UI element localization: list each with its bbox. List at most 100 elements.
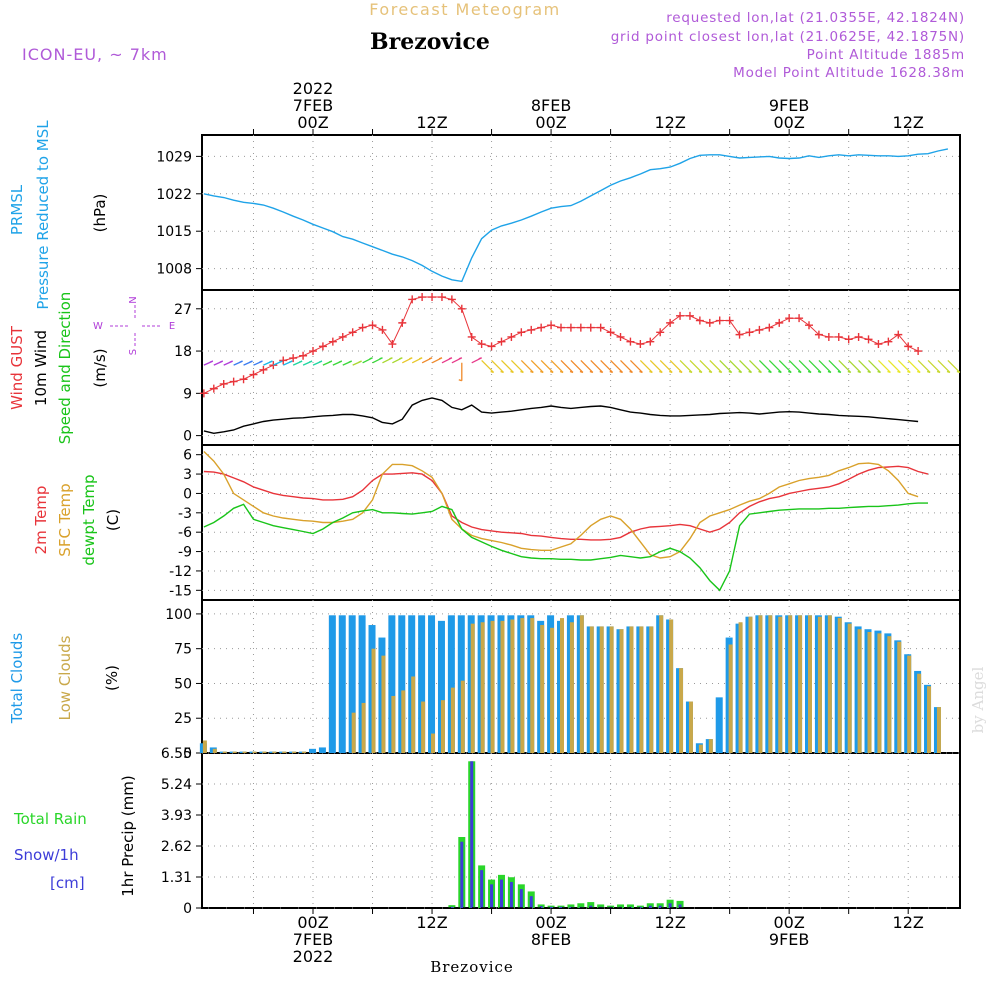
y-tick-label: -6	[178, 525, 192, 541]
gust-marker	[636, 340, 645, 349]
compass-cross	[110, 305, 160, 347]
bottom-time-label: 00Z	[297, 913, 328, 932]
gust-marker	[775, 318, 784, 327]
wind-direction-arrow	[431, 357, 443, 364]
low-cloud-bar	[788, 615, 793, 753]
gust-marker	[437, 293, 446, 302]
low-cloud-bar	[560, 618, 564, 753]
low-cloud-bar	[609, 626, 614, 753]
gust-marker	[795, 314, 804, 323]
wind-direction-arrow	[768, 359, 782, 374]
y-tick-label: 0	[183, 486, 192, 502]
wind-direction-arrow	[620, 359, 633, 374]
wind-direction-arrow	[788, 359, 802, 374]
wind-direction-arrow	[352, 360, 362, 366]
wind-direction-arrow	[510, 359, 524, 374]
total-cloud-bar	[437, 620, 445, 753]
wind-direction-arrow	[458, 362, 463, 382]
compass-n: N	[128, 296, 139, 303]
wind-direction-arrow	[639, 359, 653, 374]
footer-station: Brezovice	[430, 958, 514, 976]
total-cloud-bar	[318, 747, 326, 753]
gust-marker	[626, 337, 635, 346]
low-cloud-bar	[897, 641, 902, 753]
compass-w: W	[93, 321, 103, 332]
rain-bar	[617, 904, 625, 908]
low-cloud-bar	[252, 751, 257, 753]
gust-marker	[805, 321, 813, 330]
low-cloud-bar	[272, 751, 277, 753]
wind-direction-arrow	[441, 357, 453, 364]
gridpoint-coords: grid point closest lon,lat (21.0625E, 42…	[611, 29, 965, 45]
wind-direction-arrow	[699, 359, 713, 374]
panel-frame-pressure	[201, 134, 961, 291]
bottom-time-label: 8FEB	[531, 930, 571, 949]
y-tick-label: 25	[174, 711, 192, 727]
low-cloud-bar	[450, 687, 455, 753]
wind-direction-arrow	[302, 360, 313, 366]
low-cloud-bar	[490, 620, 495, 753]
low-cloud-bar	[847, 623, 852, 753]
wind-direction-arrow	[808, 359, 822, 374]
snow-bar	[450, 906, 454, 908]
gust-marker	[547, 321, 556, 330]
rain-bar	[567, 904, 575, 908]
y-tick-label: 75	[174, 642, 192, 658]
top-time-label: 00Z	[773, 113, 804, 132]
low-cloud-bar	[669, 619, 674, 753]
gust-marker	[904, 342, 913, 351]
panel-frame-precip	[201, 752, 961, 909]
low-cloud-bar	[589, 626, 594, 753]
bottom-time-label: 00Z	[773, 913, 804, 932]
wind-direction-arrow	[828, 359, 842, 374]
wind-direction-arrow	[372, 357, 383, 364]
wind-direction-arrow	[382, 357, 393, 364]
low-cloud-bar	[361, 702, 366, 753]
low-cloud-bar	[629, 626, 634, 753]
rain-bar	[646, 903, 654, 908]
bottom-time-label: 2022	[293, 947, 334, 966]
wind-direction-arrow	[818, 359, 832, 374]
wind-direction-arrow	[689, 359, 703, 374]
y-tick-label: -9	[178, 545, 192, 561]
gust-marker	[318, 342, 327, 351]
low-cloud-bar	[510, 619, 515, 753]
low-cloud-bar	[440, 700, 445, 753]
gust-marker	[735, 330, 744, 339]
wind-direction-arrow	[392, 357, 403, 364]
snow-unit-label: [cm]	[50, 874, 85, 892]
bottom-time-label: 12Z	[654, 913, 685, 932]
y-tick-label: 9	[183, 386, 192, 402]
low-cloud-bar	[500, 620, 505, 753]
wind-direction-arrow	[540, 359, 554, 374]
y-tick-label: 1008	[156, 262, 192, 278]
wind-direction-arrow	[342, 360, 353, 366]
low-cloud-bar	[460, 680, 465, 753]
wind-unit: (m/s)	[91, 348, 109, 387]
wind-direction-arrow	[590, 359, 604, 374]
bottom-time-label: 12Z	[416, 913, 447, 932]
snow-bar	[519, 889, 523, 908]
bottom-time-label: 9FEB	[769, 930, 809, 949]
snow-bar	[559, 906, 563, 908]
low-cloud-bar	[550, 627, 555, 753]
snow-bar	[529, 896, 533, 908]
low-cloud-bar	[242, 751, 247, 753]
gust-marker	[457, 304, 466, 313]
gust-marker	[874, 340, 883, 349]
low-cloud-bar	[431, 733, 436, 753]
low-cloud-bar	[212, 748, 217, 753]
low-cloud-bar	[292, 751, 297, 753]
low-cloud-bar	[698, 744, 703, 753]
low-cloud-bar	[936, 707, 941, 753]
gust-marker	[309, 347, 317, 356]
snow-bar	[509, 881, 513, 908]
model-label: ICON-EU, ~ 7km	[22, 45, 168, 64]
compass-e: E	[169, 321, 175, 332]
gust-marker	[586, 323, 595, 332]
wind-direction-arrow	[629, 359, 643, 374]
gust-marker	[348, 328, 357, 337]
gust-marker	[447, 295, 456, 304]
point-altitude: Point Altitude 1885m	[807, 47, 965, 63]
low-cloud-bar	[401, 690, 406, 753]
